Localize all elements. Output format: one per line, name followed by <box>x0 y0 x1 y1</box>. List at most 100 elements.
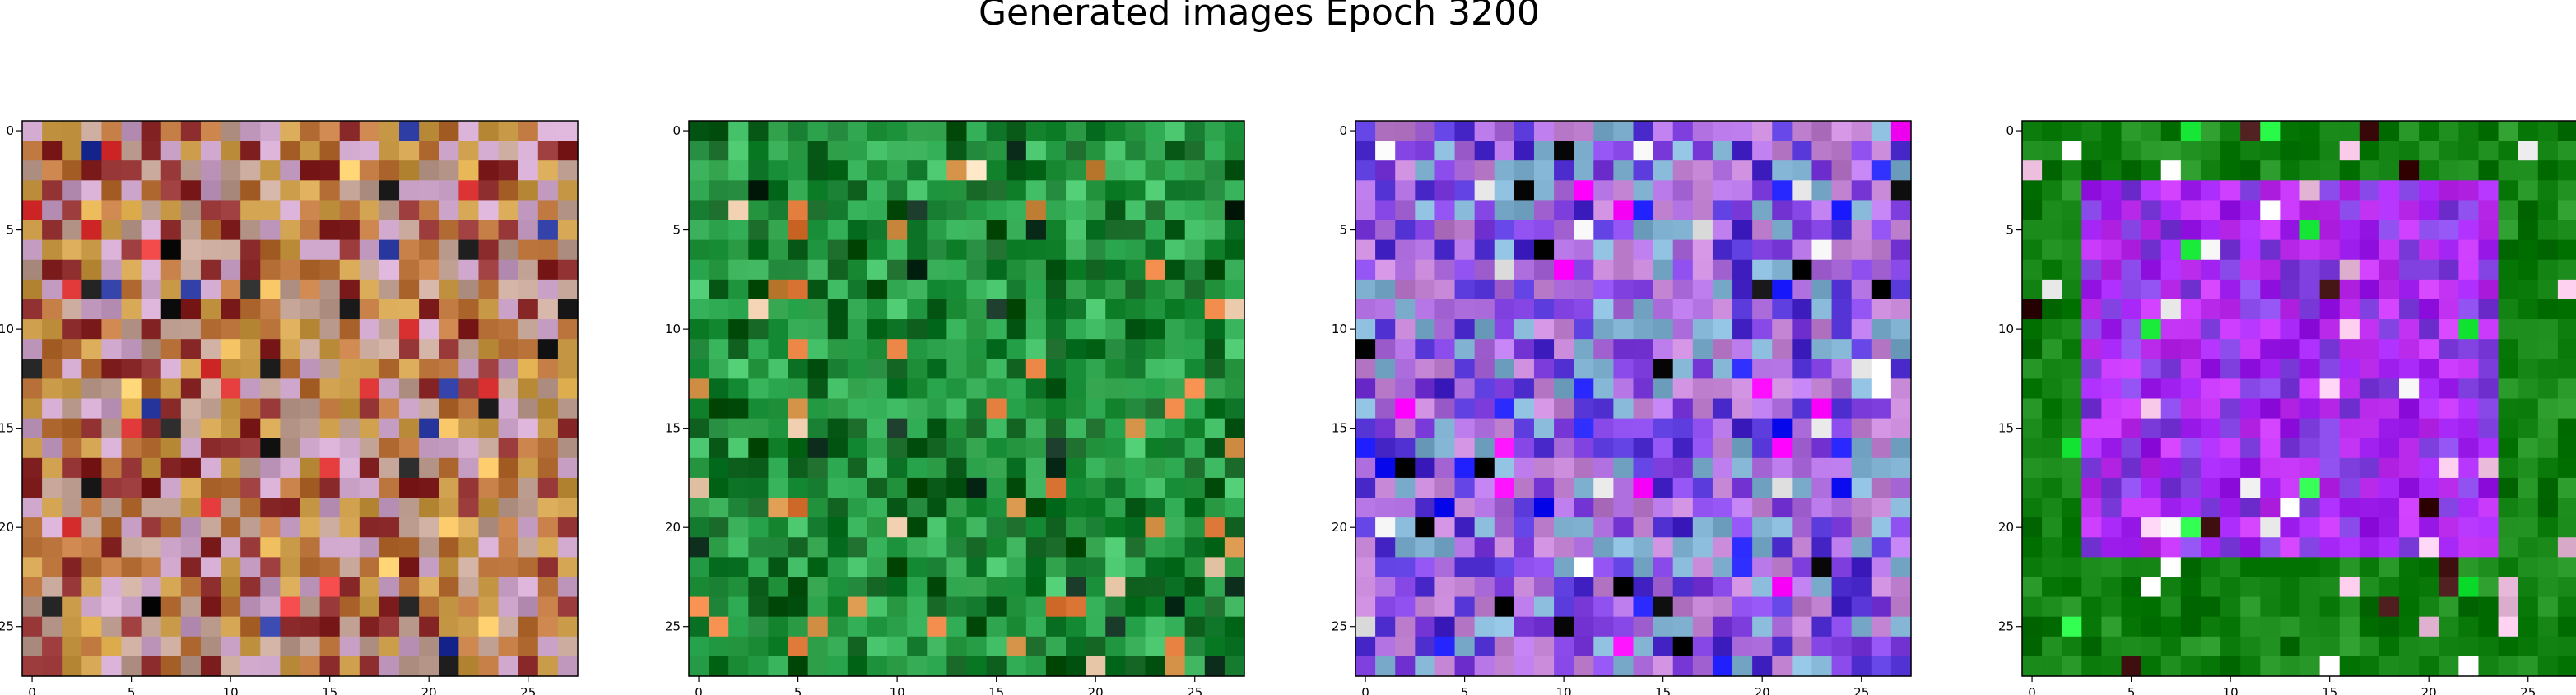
pixel-cell <box>1145 498 1165 518</box>
pixel-cell <box>2220 141 2241 161</box>
pixel-cell <box>1832 260 1853 280</box>
pixel-cell <box>808 617 829 637</box>
pixel-cell <box>1165 617 1186 637</box>
pixel-cell <box>538 656 559 677</box>
pixel-cell <box>689 577 709 597</box>
pixel-cell <box>1395 557 1416 577</box>
pixel-cell <box>2122 180 2142 201</box>
pixel-cell <box>1046 339 1067 359</box>
pixel-cell <box>748 180 769 201</box>
pixel-cell <box>867 339 888 359</box>
pixel-cell <box>848 478 868 498</box>
pixel-cell <box>1375 141 1396 161</box>
pixel-cell <box>2538 220 2559 241</box>
pixel-cell <box>2518 299 2539 320</box>
pixel-cell <box>360 537 380 558</box>
pixel-cell <box>1713 537 1733 558</box>
pixel-cell <box>1593 537 1614 558</box>
pixel-cell <box>1355 378 1376 399</box>
pixel-cell <box>1792 299 1812 320</box>
pixel-cell <box>181 378 202 399</box>
pixel-cell <box>1852 419 1872 439</box>
pixel-cell <box>2399 260 2420 280</box>
pixel-cell <box>221 577 241 597</box>
pixel-cell <box>42 280 63 300</box>
pixel-cell <box>499 557 519 577</box>
pixel-cell <box>1375 656 1396 677</box>
pixel-cell <box>22 260 43 280</box>
pixel-cell <box>1046 240 1067 261</box>
pixel-cell <box>419 121 439 141</box>
pixel-cell <box>2181 537 2202 558</box>
pixel-cell <box>1205 458 1225 479</box>
pixel-cell <box>728 557 749 577</box>
pixel-cell <box>2300 656 2321 677</box>
pixel-cell <box>161 319 182 340</box>
pixel-cell <box>1455 637 1476 657</box>
pixel-cell <box>2558 280 2576 300</box>
pixel-cell <box>538 220 559 241</box>
pixel-cell <box>1355 359 1376 379</box>
pixel-cell <box>1732 438 1753 459</box>
pixel-cell <box>2081 617 2102 637</box>
pixel-cell <box>1495 339 1515 359</box>
pixel-cell <box>1634 319 1654 340</box>
pixel-cell <box>828 517 849 538</box>
pixel-cell <box>1475 339 1495 359</box>
pixel-cell <box>2399 160 2420 181</box>
pixel-cell <box>518 319 539 340</box>
pixel-cell <box>2518 141 2539 161</box>
pixel-cell <box>2518 517 2539 538</box>
pixel-cell <box>2101 141 2122 161</box>
pixel-cell <box>1891 557 1912 577</box>
pixel-cell <box>2101 339 2122 359</box>
pixel-cell <box>2538 200 2559 220</box>
pixel-cell <box>1495 359 1515 379</box>
pixel-cell <box>887 180 908 201</box>
pixel-cell <box>2062 438 2082 459</box>
pixel-cell <box>280 656 300 677</box>
pixel-cell <box>2439 280 2459 300</box>
pixel-cell <box>458 617 479 637</box>
pixel-cell <box>1395 240 1416 261</box>
pixel-cell <box>1872 319 1892 340</box>
pixel-cell <box>1693 637 1713 657</box>
pixel-cell <box>1455 299 1476 320</box>
pixel-cell <box>62 180 82 201</box>
pixel-cell <box>1125 498 1146 518</box>
pixel-cell <box>1514 517 1535 538</box>
pixel-cell <box>1792 359 1812 379</box>
pixel-cell <box>538 498 559 518</box>
pixel-cell <box>1514 141 1535 161</box>
pixel-cell <box>1534 399 1555 419</box>
pixel-cell <box>201 220 221 241</box>
pixel-cell <box>2538 180 2559 201</box>
pixel-cell <box>2022 220 2043 241</box>
pixel-cell <box>1653 160 1674 181</box>
pixel-cell <box>1495 240 1515 261</box>
pixel-cell <box>2122 220 2142 241</box>
pixel-cell <box>280 359 300 379</box>
pixel-cell <box>2220 557 2241 577</box>
pixel-cell <box>1653 656 1674 677</box>
pixel-cell <box>240 220 261 241</box>
pixel-cell <box>2240 399 2261 419</box>
pixel-cell <box>946 141 967 161</box>
pixel-cell <box>1852 577 1872 597</box>
pixel-cell <box>538 359 559 379</box>
pixel-cell <box>946 517 967 538</box>
pixel-cell <box>2141 438 2162 459</box>
pixel-cell <box>1205 220 1225 241</box>
pixel-cell <box>1872 141 1892 161</box>
pixel-cell <box>1634 637 1654 657</box>
pixel-cell <box>538 378 559 399</box>
pixel-cell <box>1653 577 1674 597</box>
pixel-cell <box>1832 498 1853 518</box>
pixel-cell <box>1554 637 1574 657</box>
pixel-cell <box>1554 438 1574 459</box>
pixel-cell <box>2161 378 2182 399</box>
pixel-cell <box>907 299 928 320</box>
x-tick-label: 25 <box>1187 685 1202 695</box>
pixel-cell <box>2220 577 2241 597</box>
pixel-cell <box>161 399 182 419</box>
